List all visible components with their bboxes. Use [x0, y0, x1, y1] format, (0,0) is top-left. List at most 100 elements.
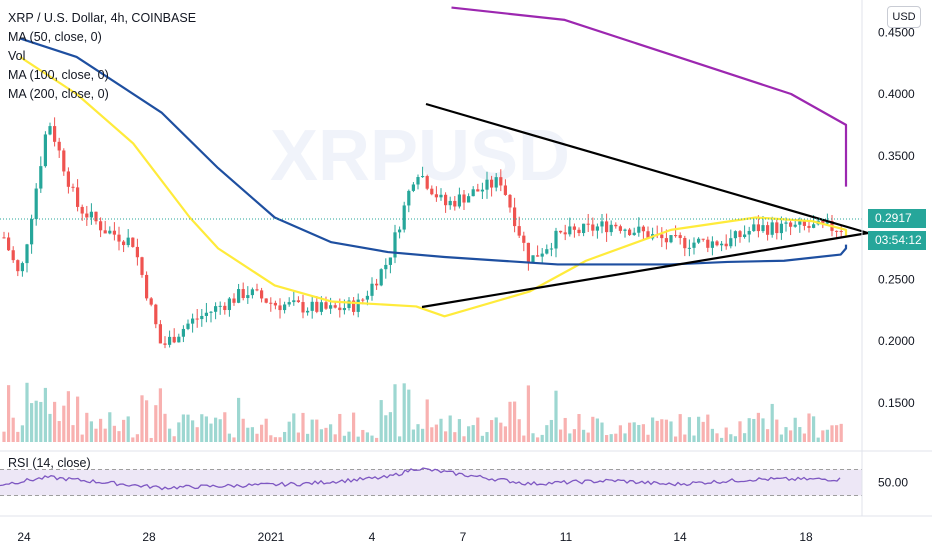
candle-body: [554, 230, 558, 249]
volume-bar: [241, 418, 245, 442]
candle-body: [94, 211, 98, 222]
volume-bar: [710, 428, 714, 442]
volume-bar: [94, 428, 98, 442]
candle-body: [789, 222, 793, 227]
rsi-band: [0, 469, 862, 496]
volume-bar: [526, 385, 530, 442]
candle-body: [839, 231, 843, 233]
volume-bar: [476, 417, 480, 442]
volume-bar: [227, 433, 231, 442]
candle-body: [260, 290, 264, 299]
candle-body: [301, 302, 305, 313]
volume-bar: [365, 432, 369, 442]
candle-body: [646, 231, 650, 239]
volume-bar: [338, 413, 342, 442]
candle-body: [434, 194, 438, 198]
volume-bar: [191, 420, 195, 442]
candle-body: [835, 230, 839, 232]
volume-bar: [674, 436, 678, 442]
volume-bar: [623, 433, 627, 442]
volume-bar: [614, 433, 618, 442]
candle-body: [430, 188, 434, 195]
candle-body: [324, 302, 328, 309]
volume-bar: [20, 425, 24, 442]
volume-bar: [701, 421, 705, 442]
volume-bar: [660, 419, 664, 442]
candle-body: [595, 226, 599, 231]
candle-body: [756, 224, 760, 232]
legend-ma200[interactable]: MA (200, close, 0): [8, 87, 109, 101]
volume-bar: [310, 419, 314, 442]
candle-body: [310, 301, 314, 311]
volume-bar: [296, 432, 300, 442]
candle-body: [485, 179, 489, 190]
legend-ma100[interactable]: MA (100, close, 0): [8, 68, 109, 82]
candle-body: [536, 255, 540, 257]
candle-body: [591, 224, 595, 231]
candle-body: [683, 237, 687, 249]
volume-bar: [513, 401, 517, 442]
candle-body: [237, 289, 241, 303]
volume-bar: [618, 425, 622, 442]
candle-body: [85, 213, 89, 218]
volume-bar: [214, 417, 218, 442]
symbol-title[interactable]: XRP / U.S. Dollar, 4h, COINBASE: [8, 11, 197, 25]
volume-bar: [457, 419, 461, 442]
volume-bar: [278, 437, 282, 442]
legend-vol[interactable]: Vol: [8, 49, 26, 63]
candle-body: [342, 308, 346, 311]
candle-body: [39, 166, 43, 189]
volume-bar: [149, 437, 153, 442]
volume-bar: [388, 412, 392, 442]
volume-bar: [605, 435, 609, 442]
volume-bar: [641, 424, 645, 442]
volume-bar: [25, 382, 29, 442]
volume-bar: [342, 435, 346, 442]
volume-bar: [200, 414, 204, 442]
volume-bar: [333, 434, 337, 442]
candle-body: [255, 289, 259, 291]
candle-body: [439, 194, 443, 198]
volume-bar: [664, 419, 668, 442]
candle-body: [145, 274, 149, 299]
volume-bar: [324, 427, 328, 442]
volume-bar: [237, 397, 241, 442]
volume-bar: [16, 431, 20, 442]
candle-body: [706, 239, 710, 248]
candle-body: [168, 336, 172, 345]
volume-bar: [131, 437, 135, 442]
candle-body: [600, 221, 604, 227]
volume-bar: [122, 419, 126, 442]
candle-body: [278, 305, 282, 311]
candle-body: [729, 238, 733, 247]
legend-ma50[interactable]: MA (50, close, 0): [8, 30, 102, 44]
candle-body: [724, 243, 728, 247]
volume-bar: [743, 433, 747, 442]
volume-bar: [255, 433, 259, 442]
volume-bar: [499, 422, 503, 442]
rsi-legend[interactable]: RSI (14, close): [8, 456, 91, 470]
candle-body: [660, 234, 664, 239]
volume-bar: [779, 434, 783, 442]
candle-body: [669, 235, 673, 243]
candle-body: [563, 232, 567, 235]
candle-body: [609, 224, 613, 233]
currency-button[interactable]: USD: [887, 6, 921, 28]
volume-bar: [356, 436, 360, 442]
y-tick-label: 0.4000: [878, 87, 915, 101]
candle-body: [11, 250, 15, 261]
volume-bar: [485, 432, 489, 442]
candle-body: [770, 222, 774, 235]
volume-bar: [163, 413, 167, 442]
volume-bar: [549, 419, 553, 442]
x-tick-label: 28: [142, 530, 156, 544]
candle-body: [227, 298, 231, 311]
candle-body: [25, 244, 29, 264]
volume-bar: [218, 419, 222, 442]
candle-body: [375, 283, 379, 286]
volume-bar: [733, 436, 737, 442]
candle-body: [526, 242, 530, 264]
candle-body: [80, 206, 84, 214]
